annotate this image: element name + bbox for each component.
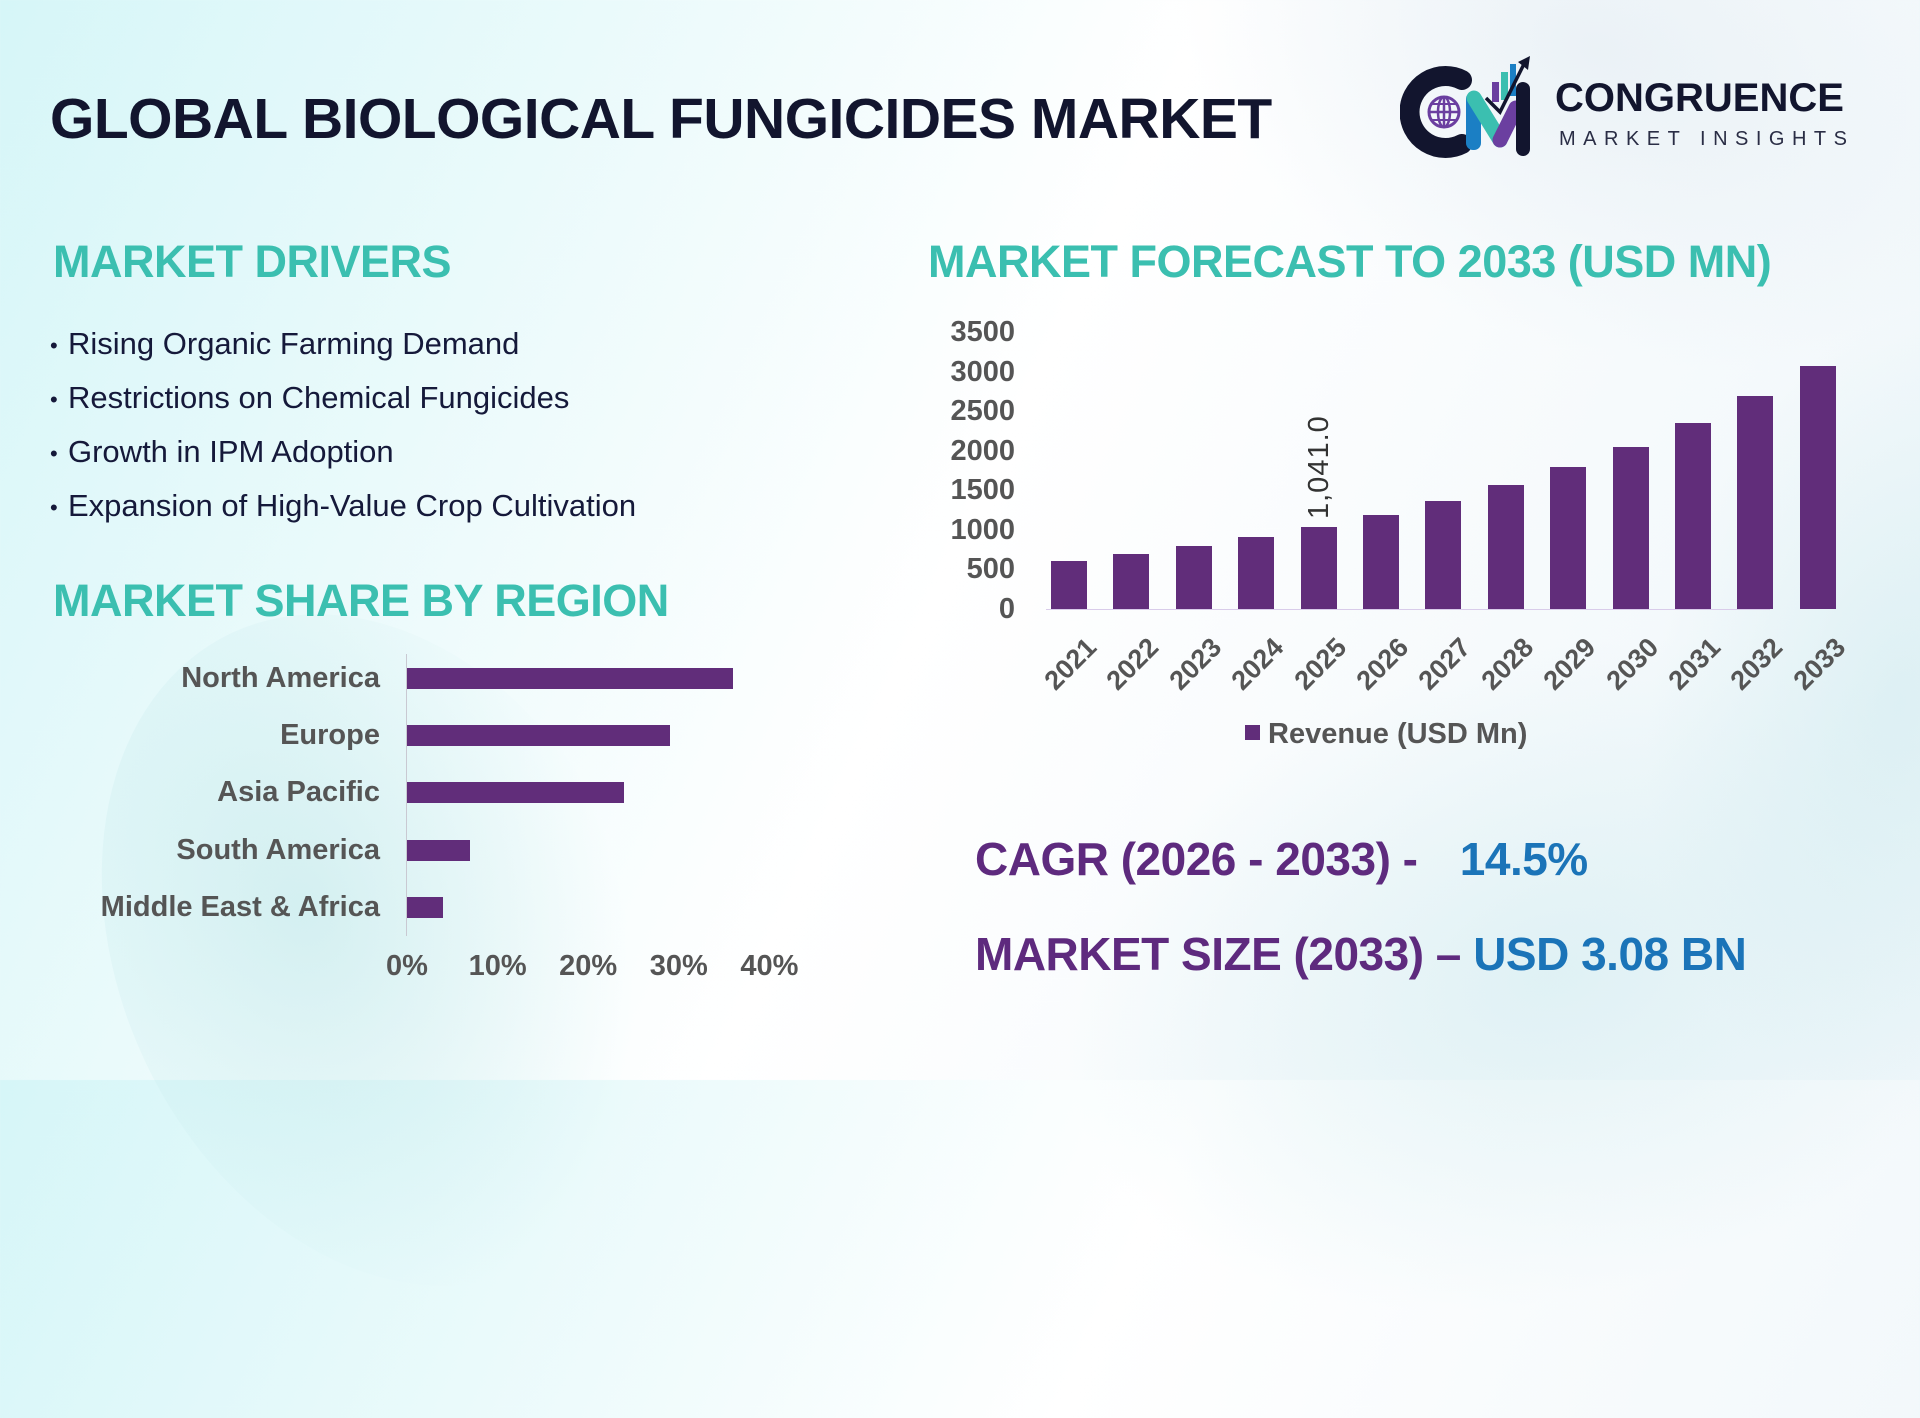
y-axis-tick: 0 bbox=[998, 593, 1015, 625]
market-size-stat: MARKET SIZE (2033) – USD 3.08 BN bbox=[975, 927, 1747, 981]
region-bar bbox=[407, 840, 471, 861]
region-bar bbox=[407, 725, 670, 746]
x-axis-tick: 10% bbox=[468, 950, 527, 982]
region-share-chart: North America Europe Asia Pacific South Ame… bbox=[0, 640, 820, 1000]
legend-swatch-icon bbox=[1245, 724, 1260, 740]
x-axis-tick: 2023 bbox=[1163, 632, 1228, 696]
region-row: South America bbox=[0, 830, 820, 870]
driver-item: • Restrictions on Chemical Fungicides bbox=[50, 376, 636, 430]
bullet-icon: • bbox=[50, 332, 58, 358]
x-axis-tick: 2030 bbox=[1600, 632, 1664, 696]
forecast-bar bbox=[1238, 537, 1275, 609]
forecast-bar bbox=[1113, 554, 1150, 609]
forecast-bar bbox=[1550, 467, 1587, 609]
region-bar bbox=[407, 668, 734, 689]
x-axis-tick: 2029 bbox=[1537, 632, 1602, 696]
x-axis-tick: 2025 bbox=[1288, 632, 1352, 696]
x-axis-tick: 2032 bbox=[1724, 632, 1789, 696]
x-axis-tick: 2027 bbox=[1412, 632, 1477, 696]
page-title: GLOBAL BIOLOGICAL FUNGICIDES MARKET bbox=[50, 87, 1272, 151]
logo-subtitle: MARKET INSIGHTS bbox=[1559, 128, 1855, 150]
forecast-bar bbox=[1612, 446, 1649, 609]
cagr-value: 14.5% bbox=[1459, 833, 1588, 885]
forecast-bar bbox=[1175, 546, 1212, 609]
bullet-icon: • bbox=[50, 386, 58, 412]
driver-item: • Growth in IPM Adoption bbox=[50, 430, 636, 484]
forecast-bar bbox=[1487, 485, 1524, 609]
y-axis-tick: 2500 bbox=[950, 395, 1015, 428]
x-axis-tick: 30% bbox=[649, 950, 708, 982]
bullet-icon: • bbox=[50, 494, 58, 520]
x-axis-tick: 2022 bbox=[1100, 632, 1165, 696]
forecast-legend: Revenue (USD Mn) bbox=[1245, 718, 1527, 751]
region-axis-line bbox=[406, 654, 407, 936]
x-axis-tick: 2028 bbox=[1475, 632, 1540, 696]
cagr-label: CAGR (2026 - 2033) - bbox=[975, 833, 1418, 885]
region-label: Middle East & Africa bbox=[100, 891, 380, 923]
forecast-bar bbox=[1425, 500, 1462, 609]
region-label: Europe bbox=[280, 719, 380, 751]
logo-name: CONGRUENCE bbox=[1555, 76, 1844, 120]
x-axis-tick: 2021 bbox=[1038, 632, 1103, 696]
x-axis-tick: 2026 bbox=[1350, 632, 1415, 696]
forecast-bar bbox=[1675, 423, 1711, 609]
y-axis-tick: 1500 bbox=[950, 474, 1015, 507]
region-share-heading: MARKET SHARE BY REGION bbox=[53, 575, 669, 626]
forecast-bar bbox=[1737, 396, 1774, 609]
market-size-label: MARKET SIZE (2033) – bbox=[975, 928, 1461, 980]
cm-globe-chart-logo-icon bbox=[1400, 56, 1530, 158]
legend-label: Revenue (USD Mn) bbox=[1268, 718, 1528, 750]
x-axis-tick: 20% bbox=[559, 950, 618, 982]
region-row: Europe bbox=[0, 715, 820, 755]
brand-logo: CONGRUENCE MARKET INSIGHTS bbox=[1400, 52, 1880, 162]
region-row: North America bbox=[0, 658, 820, 698]
y-axis-tick: 500 bbox=[966, 553, 1015, 586]
region-label: South America bbox=[176, 834, 380, 866]
forecast-chart: Revenue (USD Mn) 0 500 1000 1500 2000 2500 300… bbox=[920, 300, 1920, 760]
forecast-bar bbox=[1799, 365, 1836, 609]
forecast-bar bbox=[1300, 526, 1337, 609]
bar-data-label: 1,041.0 bbox=[1302, 414, 1335, 519]
market-drivers-heading: MARKET DRIVERS bbox=[53, 236, 452, 287]
x-axis-tick: 2033 bbox=[1787, 632, 1852, 696]
region-bar bbox=[407, 782, 625, 803]
forecast-bar bbox=[1051, 561, 1087, 609]
y-axis-tick: 3500 bbox=[950, 316, 1015, 348]
y-axis-tick: 3000 bbox=[950, 355, 1015, 388]
x-axis-tick: 2031 bbox=[1662, 632, 1727, 696]
cagr-stat: CAGR (2026 - 2033) - 14.5% bbox=[975, 832, 1588, 886]
forecast-heading: MARKET FORECAST TO 2033 (USD MN) bbox=[928, 236, 1772, 287]
region-label: North America bbox=[181, 662, 380, 694]
bullet-icon: • bbox=[50, 440, 58, 466]
x-axis-tick: 0% bbox=[386, 950, 428, 982]
x-axis-tick: 40% bbox=[740, 950, 799, 982]
driver-item: • Rising Organic Farming Demand bbox=[50, 322, 636, 376]
driver-item: • Expansion of High-Value Crop Cultivatio… bbox=[50, 484, 636, 538]
x-axis-tick: 2024 bbox=[1225, 632, 1290, 696]
region-bar bbox=[407, 897, 444, 918]
region-label: Asia Pacific bbox=[217, 776, 380, 808]
forecast-baseline bbox=[1046, 609, 1770, 610]
y-axis-tick: 2000 bbox=[950, 434, 1015, 467]
forecast-bar bbox=[1363, 514, 1399, 609]
market-size-value: USD 3.08 BN bbox=[1473, 928, 1747, 980]
market-drivers-list: • Rising Organic Farming Demand • Restrict… bbox=[50, 322, 636, 538]
y-axis-tick: 1000 bbox=[950, 513, 1015, 546]
region-row: Middle East & Africa bbox=[0, 887, 820, 927]
region-row: Asia Pacific bbox=[0, 772, 820, 812]
